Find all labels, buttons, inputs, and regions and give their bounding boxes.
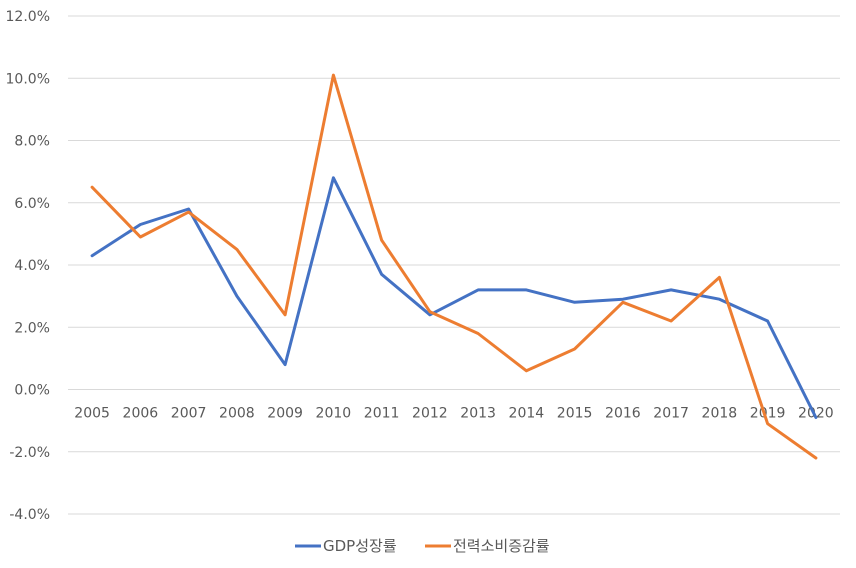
x-tick-label: 2011: [364, 406, 400, 422]
y-tick-label: 4.0%: [14, 258, 50, 274]
legend-label: 전력소비증감률: [453, 537, 550, 555]
x-tick-label: 2008: [219, 406, 255, 422]
x-tick-label: 2019: [750, 406, 786, 422]
x-tick-label: 2017: [653, 406, 689, 422]
legend: GDP성장률 전력소비증감률: [295, 537, 550, 555]
x-tick-label: 2018: [702, 406, 738, 422]
y-axis-ticks: -4.0% -2.0% 0.0% 2.0% 4.0% 6.0% 8.0% 10.0% 12.0%: [6, 9, 50, 523]
series-line-1: [90, 176, 818, 419]
y-tick-label: 12.0%: [6, 9, 50, 25]
y-tick-label: -4.0%: [9, 507, 50, 523]
x-tick-label: 2020: [798, 406, 834, 422]
grid-lines: [68, 15, 840, 515]
x-tick-label: 2006: [123, 406, 159, 422]
y-tick-label: 6.0%: [14, 196, 50, 212]
x-tick-label: 2016: [605, 406, 641, 422]
y-tick-label: -2.0%: [9, 445, 50, 461]
x-axis-ticks: 2005 2006 2007 2008 2009 2010 2011 2012 2013 2014…: [74, 406, 833, 422]
y-tick-label: 2.0%: [14, 320, 50, 336]
x-tick-label: 2012: [412, 406, 448, 422]
x-tick-label: 2005: [74, 406, 110, 422]
series-lines: [90, 73, 818, 460]
y-tick-label: 8.0%: [14, 134, 50, 150]
y-tick-label: 10.0%: [6, 71, 50, 87]
x-tick-label: 2014: [509, 406, 545, 422]
x-tick-label: 2007: [171, 406, 207, 422]
x-tick-label: 2010: [316, 406, 352, 422]
y-tick-label: 0.0%: [14, 383, 50, 399]
x-tick-label: 2009: [267, 406, 303, 422]
legend-label: GDP성장률: [323, 537, 397, 555]
x-tick-label: 2015: [557, 406, 593, 422]
x-tick-label: 2013: [460, 406, 496, 422]
series-line-2: [90, 73, 818, 460]
